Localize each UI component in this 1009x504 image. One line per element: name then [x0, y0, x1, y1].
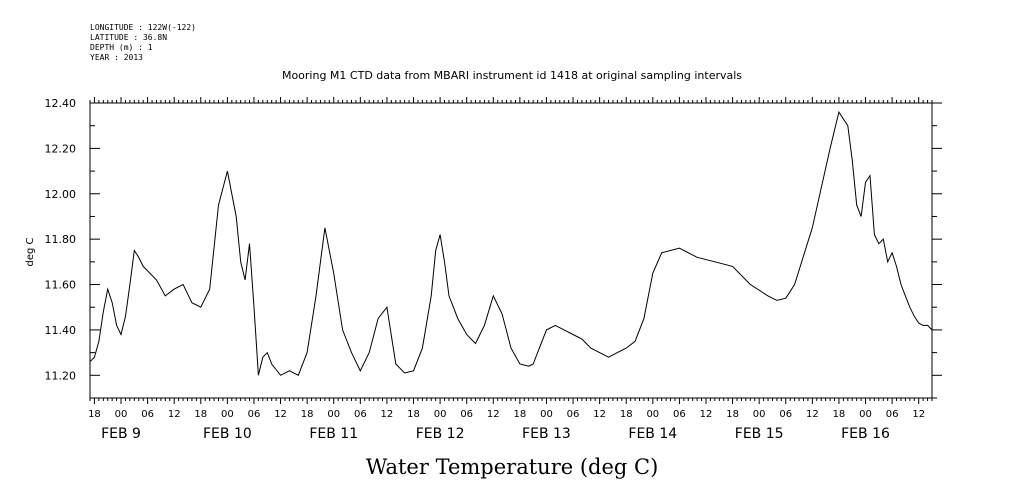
x-tick-label: 18 [726, 409, 739, 420]
day-label: FEB 12 [416, 426, 465, 442]
x-tick-label: 12 [274, 409, 287, 420]
y-tick-label: 11.40 [45, 324, 77, 337]
x-tick-label: 18 [194, 409, 207, 420]
y-tick-label: 12.20 [45, 142, 77, 155]
x-tick-label: 06 [567, 409, 580, 420]
x-tick-label: 12 [700, 409, 713, 420]
x-tick-label: 06 [460, 409, 473, 420]
x-tick-label: 18 [513, 409, 526, 420]
x-tick-label: 00 [221, 409, 234, 420]
x-tick-label: 00 [540, 409, 553, 420]
x-tick-label: 06 [886, 409, 899, 420]
x-tick-label: 18 [620, 409, 633, 420]
longitude-label: LONGITUDE : 122W(-122) [90, 23, 196, 32]
x-tick-label: 18 [407, 409, 420, 420]
x-tick-label: 18 [833, 409, 846, 420]
x-tick-label: 12 [381, 409, 394, 420]
x-tick-label: 06 [354, 409, 367, 420]
y-tick-label: 11.60 [45, 279, 77, 292]
y-tick-label: 11.20 [45, 369, 77, 382]
y-tick-label: 12.00 [45, 188, 77, 201]
axis-ticks [89, 97, 942, 404]
day-label: FEB 14 [628, 426, 677, 442]
x-tick-label: 18 [301, 409, 314, 420]
x-tick-label: 06 [779, 409, 792, 420]
x-tick-labels: 18 00 06 12 18 00 06 12 18 00 06 12 18 00 06 12 18 00 06 12… [88, 409, 925, 420]
day-label: FEB 9 [101, 426, 141, 442]
y-axis-label: deg C [25, 237, 36, 266]
x-tick-label: 06 [673, 409, 686, 420]
day-label: FEB 16 [841, 426, 890, 442]
x-axis-label: Water Temperature (deg C) [366, 455, 659, 479]
x-tick-label: 12 [593, 409, 606, 420]
series-group [89, 110, 933, 376]
x-tick-label: 00 [115, 409, 128, 420]
x-tick-label: 00 [646, 409, 659, 420]
series-line [89, 110, 933, 376]
depth-label: DEPTH (m) : 1 [90, 43, 153, 52]
x-tick-label: 18 [88, 409, 101, 420]
x-tick-label: 12 [487, 409, 500, 420]
day-label: FEB 15 [735, 426, 784, 442]
year-label: YEAR : 2013 [90, 53, 143, 62]
metadata-block: LONGITUDE : 122W(-122) LATITUDE : 36.8N … [90, 23, 196, 62]
y-tick-label: 11.80 [45, 233, 77, 246]
day-labels: FEB 9 FEB 10 FEB 11 FEB 12 FEB 13 FEB 14 FEB 1… [101, 426, 890, 442]
y-tick-label: 12.40 [45, 97, 77, 110]
x-tick-label: 00 [859, 409, 872, 420]
day-label: FEB 10 [203, 426, 252, 442]
chart-title: Mooring M1 CTD data from MBARI instrumen… [282, 69, 742, 82]
latitude-label: LATITUDE : 36.8N [90, 33, 167, 42]
x-tick-label: 00 [327, 409, 340, 420]
x-tick-label: 12 [912, 409, 925, 420]
x-tick-label: 06 [141, 409, 154, 420]
x-tick-label: 00 [434, 409, 447, 420]
x-tick-label: 12 [168, 409, 181, 420]
x-tick-label: 00 [753, 409, 766, 420]
y-tick-labels: 11.20 11.40 11.60 11.80 12.00 12.20 12.40 [45, 97, 77, 382]
x-tick-label: 12 [806, 409, 819, 420]
day-label: FEB 11 [309, 426, 358, 442]
day-label: FEB 13 [522, 426, 571, 442]
x-tick-label: 06 [248, 409, 261, 420]
